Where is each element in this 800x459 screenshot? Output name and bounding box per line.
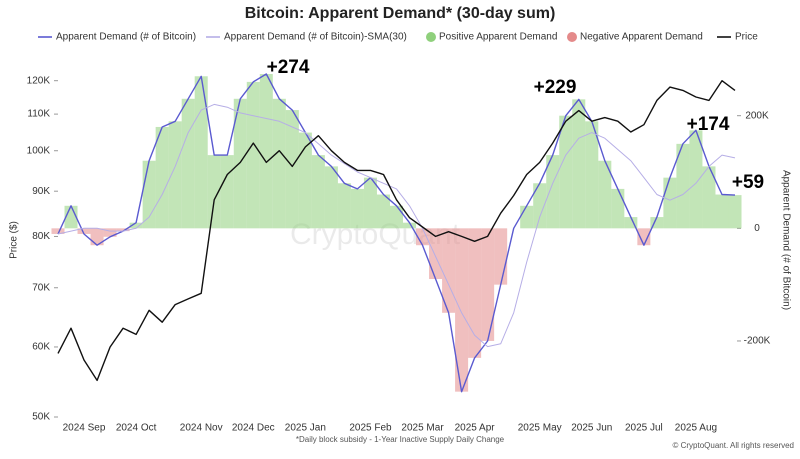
positive-bar [311,155,325,229]
y2-tick-label: 0 [754,223,760,234]
x-tick-label: 2025 Aug [675,423,717,434]
positive-bar [324,166,338,229]
annotation: +174 [687,114,730,135]
negative-bar [429,228,443,280]
negative-bar [481,228,495,341]
x-tick-label: 2025 Feb [349,423,392,434]
y-tick-label: 60K [32,342,50,353]
positive-bar [350,188,364,229]
negative-bar [103,228,117,237]
positive-bar [220,155,234,229]
y2-tick-label: 200K [745,110,769,121]
x-tick-label: 2025 May [518,423,562,434]
positive-bar [572,99,586,229]
positive-bar [676,143,690,229]
positive-bar [403,222,417,229]
positive-bar [728,195,742,229]
series-line [57,103,736,348]
positive-bar [207,155,221,229]
x-tick-label: 2025 Jul [625,423,663,434]
x-tick-label: 2025 Mar [401,423,444,434]
positive-bar [624,217,638,229]
positive-bar [233,98,247,229]
x-tick-label: 2025 Apr [455,423,496,434]
positive-bar [546,155,560,229]
x-tick-label: 2025 Jun [571,423,612,434]
positive-bar [376,194,390,229]
positive-bar [246,81,260,229]
annotation: +274 [267,57,310,78]
positive-bar [585,121,599,229]
positive-bar [689,130,703,229]
negative-bar [455,228,469,392]
positive-bar [298,132,312,229]
negative-bar [494,228,508,285]
positive-bar [142,160,156,229]
positive-bar [337,183,351,229]
positive-bar [520,205,534,229]
positive-bar [559,115,573,229]
positive-bar [285,110,299,229]
y2-tick-label: -200K [744,336,771,347]
negative-bar [51,228,65,234]
positive-bar [650,217,664,229]
legend-label: Apparent Demand (# of Bitcoin) [56,32,196,43]
y-tick-label: 110K [27,109,50,120]
x-tick-label: 2025 Jan [285,423,326,434]
positive-bar [598,160,612,229]
negative-bar [90,228,104,246]
positive-bar [155,126,169,229]
legend-label: Negative Apparent Demand [580,32,703,43]
positive-bar [181,98,195,229]
positive-bar [663,177,677,229]
y-axis-title: Price ($) [9,221,20,259]
x-tick-label: 2024 Sep [63,423,106,434]
chart-title: Bitcoin: Apparent Demand* (30-day sum) [245,5,556,22]
legend-label: Price [735,32,758,43]
legend-label: Positive Apparent Demand [439,32,557,43]
legend-label: Apparent Demand (# of Bitcoin)-SMA(30) [224,32,407,43]
positive-bar [272,98,286,229]
annotation: +229 [534,77,577,98]
y-tick-label: 120K [27,75,51,86]
negative-bar [637,228,651,246]
positive-bar [168,121,182,229]
x-tick-label: 2024 Nov [180,423,223,434]
positive-bar [533,183,547,229]
copyright: © CryptoQuant. All rights reserved [673,441,795,450]
y-tick-label: 90K [32,186,50,197]
positive-bar [715,194,729,229]
legend-swatch [567,32,577,42]
negative-bar [77,228,91,234]
x-tick-label: 2024 Dec [232,423,275,434]
positive-bar [389,205,404,229]
positive-bar [259,74,273,229]
annotation: +59 [732,172,764,193]
negative-bar [468,228,482,358]
positive-bar [363,177,377,229]
positive-bar [194,76,208,229]
y2-axis-title: Apparent Demand (# of Bitcoin) [780,170,791,310]
series-line [57,73,736,393]
y-tick-label: 70K [32,282,50,293]
y-tick-label: 80K [32,231,50,242]
y-tick-label: 100K [27,145,51,156]
positive-bar [129,222,143,229]
negative-bar [116,228,130,232]
positive-bar [702,166,716,229]
series-line [57,80,736,382]
y-tick-label: 50K [32,412,50,423]
positive-bar [611,188,625,229]
legend-swatch [426,32,436,42]
footnote: *Daily block subsidy - 1-Year Inactive S… [296,435,505,444]
x-tick-label: 2024 Oct [116,423,157,434]
